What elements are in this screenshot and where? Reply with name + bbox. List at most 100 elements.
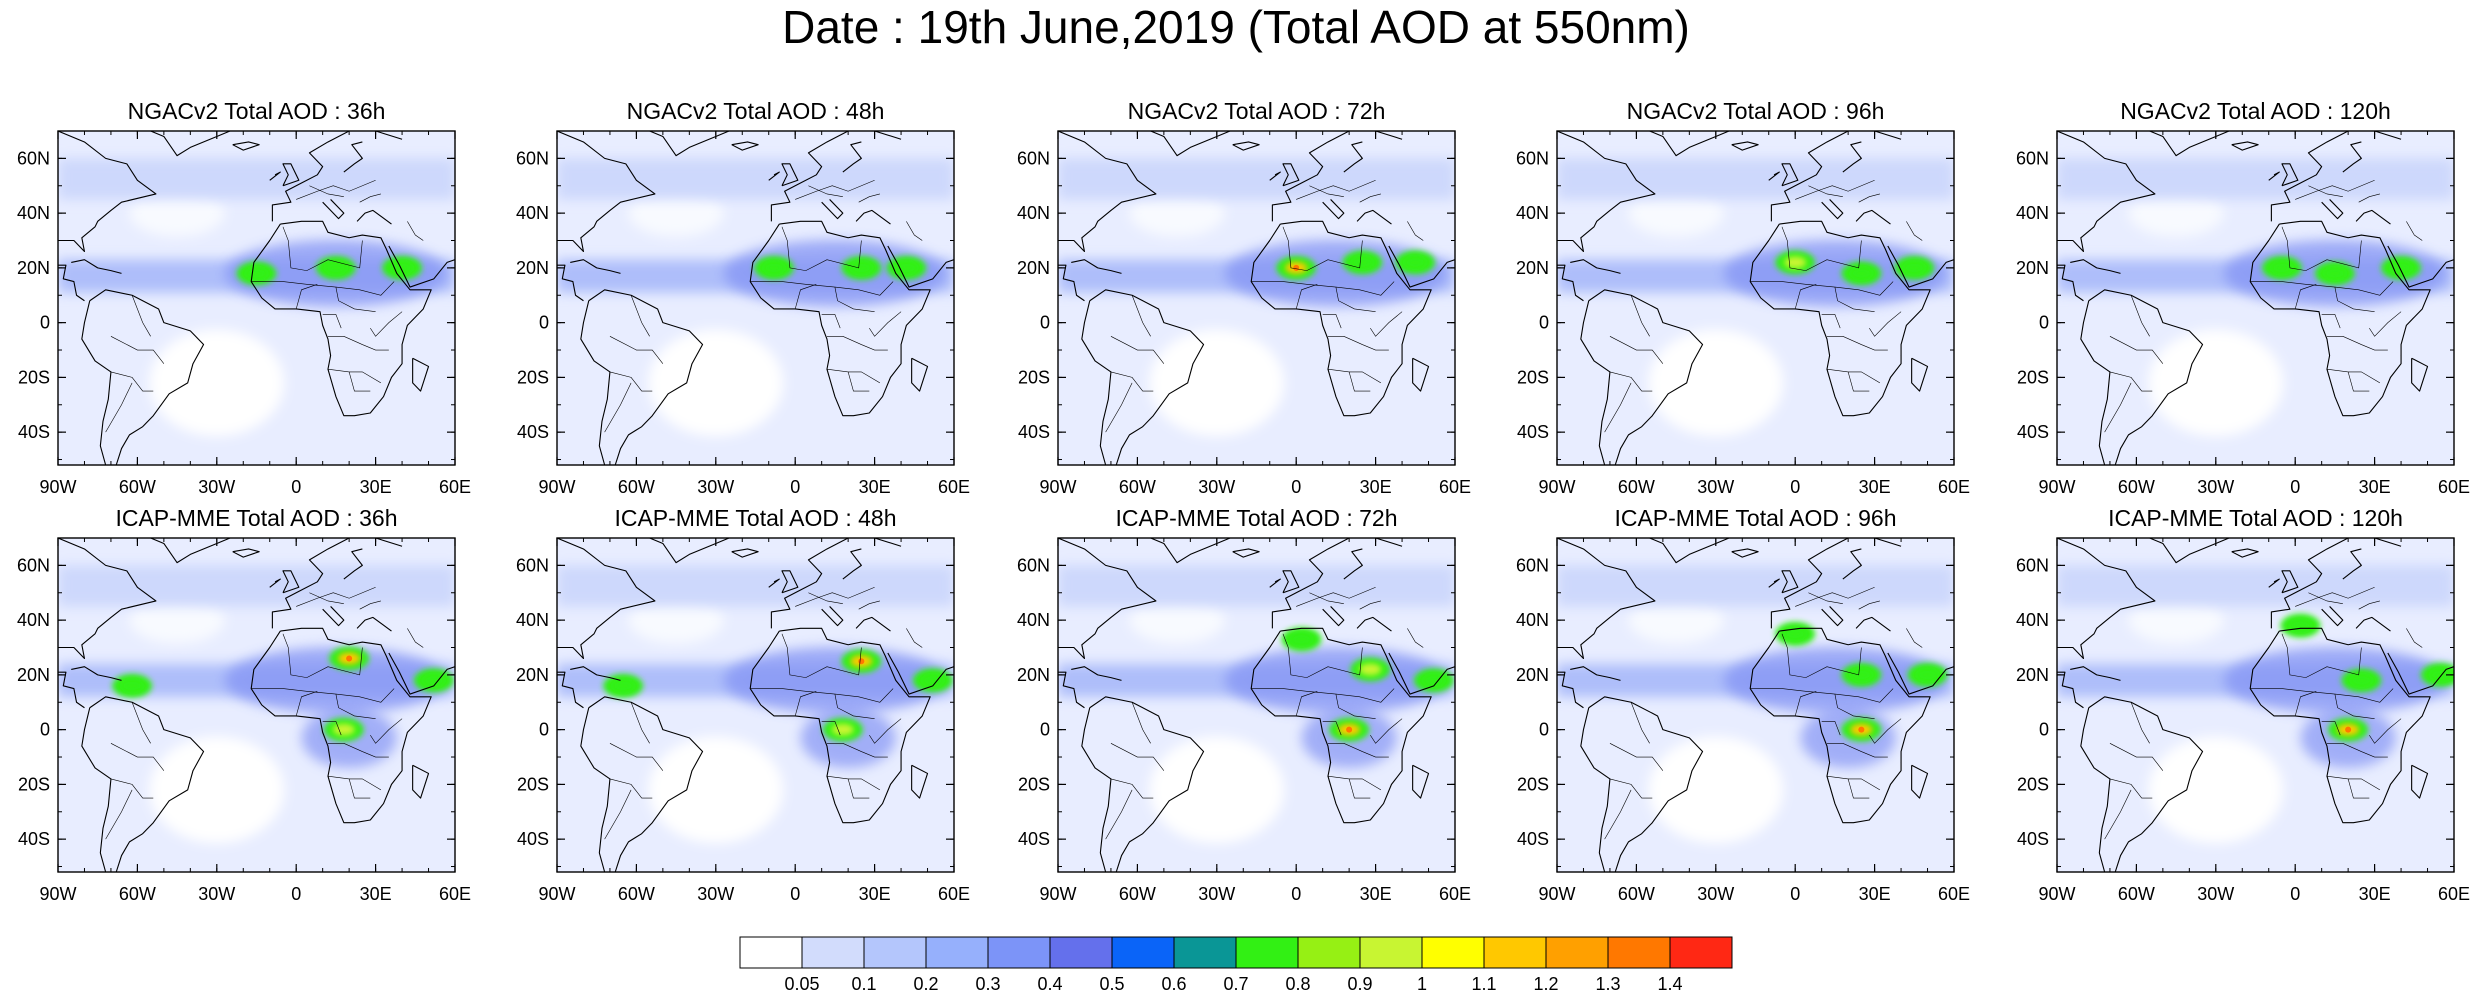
map-frame	[2056, 537, 2455, 873]
country-borders	[2104, 587, 2423, 840]
country-border	[2109, 743, 2164, 771]
country-border	[1110, 778, 1154, 799]
country-border	[327, 336, 389, 351]
country-border	[110, 336, 165, 364]
x-tick-label: 0	[1790, 884, 1800, 904]
coastline	[887, 652, 954, 695]
x-tick-label: 90W	[2038, 884, 2075, 904]
aod-hotspot-core	[2390, 261, 2413, 274]
sahara-dust-plume	[723, 646, 947, 714]
country-border	[1296, 587, 1376, 607]
coastlines	[2057, 131, 2454, 465]
x-tick-label: 60W	[2118, 477, 2155, 497]
coastline	[2270, 131, 2402, 222]
y-tick-label: 20N	[17, 665, 50, 685]
coastline	[557, 131, 656, 253]
coastline	[1887, 652, 1954, 695]
y-tick-label: 0	[1539, 313, 1549, 333]
x-tick-label: 30W	[1198, 477, 1235, 497]
coastline	[1911, 357, 1929, 392]
country-border	[359, 600, 381, 610]
x-tick-label: 60W	[1618, 884, 1655, 904]
coastline	[269, 171, 281, 181]
colorbar: 0.05 0.1 0.2 0.3 0.4 0.5 0.6 0.7 0.8 0.9 1 1.1 1.2 1.…	[739, 936, 1733, 994]
country-border	[2295, 180, 2375, 200]
aod-hotspot-core	[612, 679, 635, 692]
aod-hotspot-core	[1850, 668, 1873, 681]
map-frame	[1556, 537, 1955, 873]
panel-title: ICAP-MME Total AOD : 120h	[2108, 505, 2403, 531]
coastline	[1781, 570, 1799, 594]
country-border	[630, 702, 650, 744]
country-border	[1110, 336, 1165, 364]
country-border	[327, 743, 389, 758]
country-border	[1808, 185, 1843, 198]
y-tick-label: 40N	[17, 203, 50, 223]
coastline	[1768, 171, 1780, 181]
clean-air-region	[2128, 596, 2224, 644]
x-tick-label: 60W	[2118, 884, 2155, 904]
country-border	[1359, 193, 1381, 203]
coastlines	[1557, 131, 1954, 465]
country-border	[1131, 295, 1151, 337]
country-border	[2109, 778, 2153, 799]
country-border	[1407, 628, 1424, 648]
coastline	[2057, 264, 2084, 302]
coastline	[821, 199, 844, 220]
colorbar-swatch	[801, 936, 865, 969]
colorbar-label: 1.4	[1657, 974, 1682, 994]
colorbar-label: 0.4	[1037, 974, 1062, 994]
country-border	[869, 718, 902, 744]
clean-air-region	[129, 189, 225, 237]
x-tick-label: 0	[1291, 477, 1301, 497]
map-panel: 90W 60W 30W 0 30E 60E 60N 40N 20N 0 20S 40S NGACv2 T…	[516, 98, 970, 497]
haze-band	[557, 565, 954, 607]
country-border	[1630, 295, 1650, 337]
country-border	[1869, 718, 1902, 744]
coastlines	[58, 131, 455, 465]
x-tick-label: 60E	[439, 477, 471, 497]
clean-air-region	[2148, 329, 2284, 437]
sahara-dust-plume	[2223, 646, 2447, 714]
country-border	[2294, 284, 2317, 310]
map-frame	[2056, 130, 2455, 466]
x-tick-label: 60E	[938, 884, 970, 904]
coastline	[2342, 548, 2362, 580]
x-tick-label: 30E	[360, 477, 392, 497]
clean-air-region	[2128, 189, 2224, 237]
country-border	[1869, 311, 1902, 337]
colorbar-label: 1.3	[1595, 974, 1620, 994]
country-border	[2406, 221, 2423, 241]
country-border	[105, 382, 133, 433]
y-tick-label: 0	[2039, 720, 2049, 740]
y-tick-label: 40N	[17, 610, 50, 630]
country-border	[847, 371, 870, 392]
x-tick-label: 90W	[1538, 477, 1575, 497]
country-border	[1309, 592, 1344, 605]
x-tick-label: 90W	[39, 477, 76, 497]
x-tick-label: 30E	[1360, 884, 1392, 904]
colorbar-swatch	[1669, 936, 1733, 969]
x-tick-label: 0	[291, 884, 301, 904]
coastline	[2411, 357, 2429, 392]
x-tick-label: 90W	[1039, 477, 1076, 497]
coastline	[1250, 220, 1432, 417]
y-tick-label: 20S	[18, 367, 50, 387]
aod-hotspot-core	[391, 261, 414, 274]
country-border	[131, 295, 151, 337]
colorbar-swatch	[863, 936, 927, 969]
coastline	[150, 538, 231, 564]
country-border	[2326, 336, 2388, 351]
coastline	[855, 209, 891, 225]
country-border	[858, 193, 880, 203]
country-borders	[2104, 180, 2423, 433]
coastline	[1282, 163, 1300, 187]
coastline	[1749, 627, 1931, 824]
country-border	[906, 628, 923, 648]
x-tick-label: 60W	[1119, 477, 1156, 497]
coastline	[1855, 616, 1891, 632]
coastline	[842, 141, 862, 173]
coastline	[768, 171, 780, 181]
coastlines	[1557, 538, 1954, 872]
coastline	[2270, 538, 2402, 629]
